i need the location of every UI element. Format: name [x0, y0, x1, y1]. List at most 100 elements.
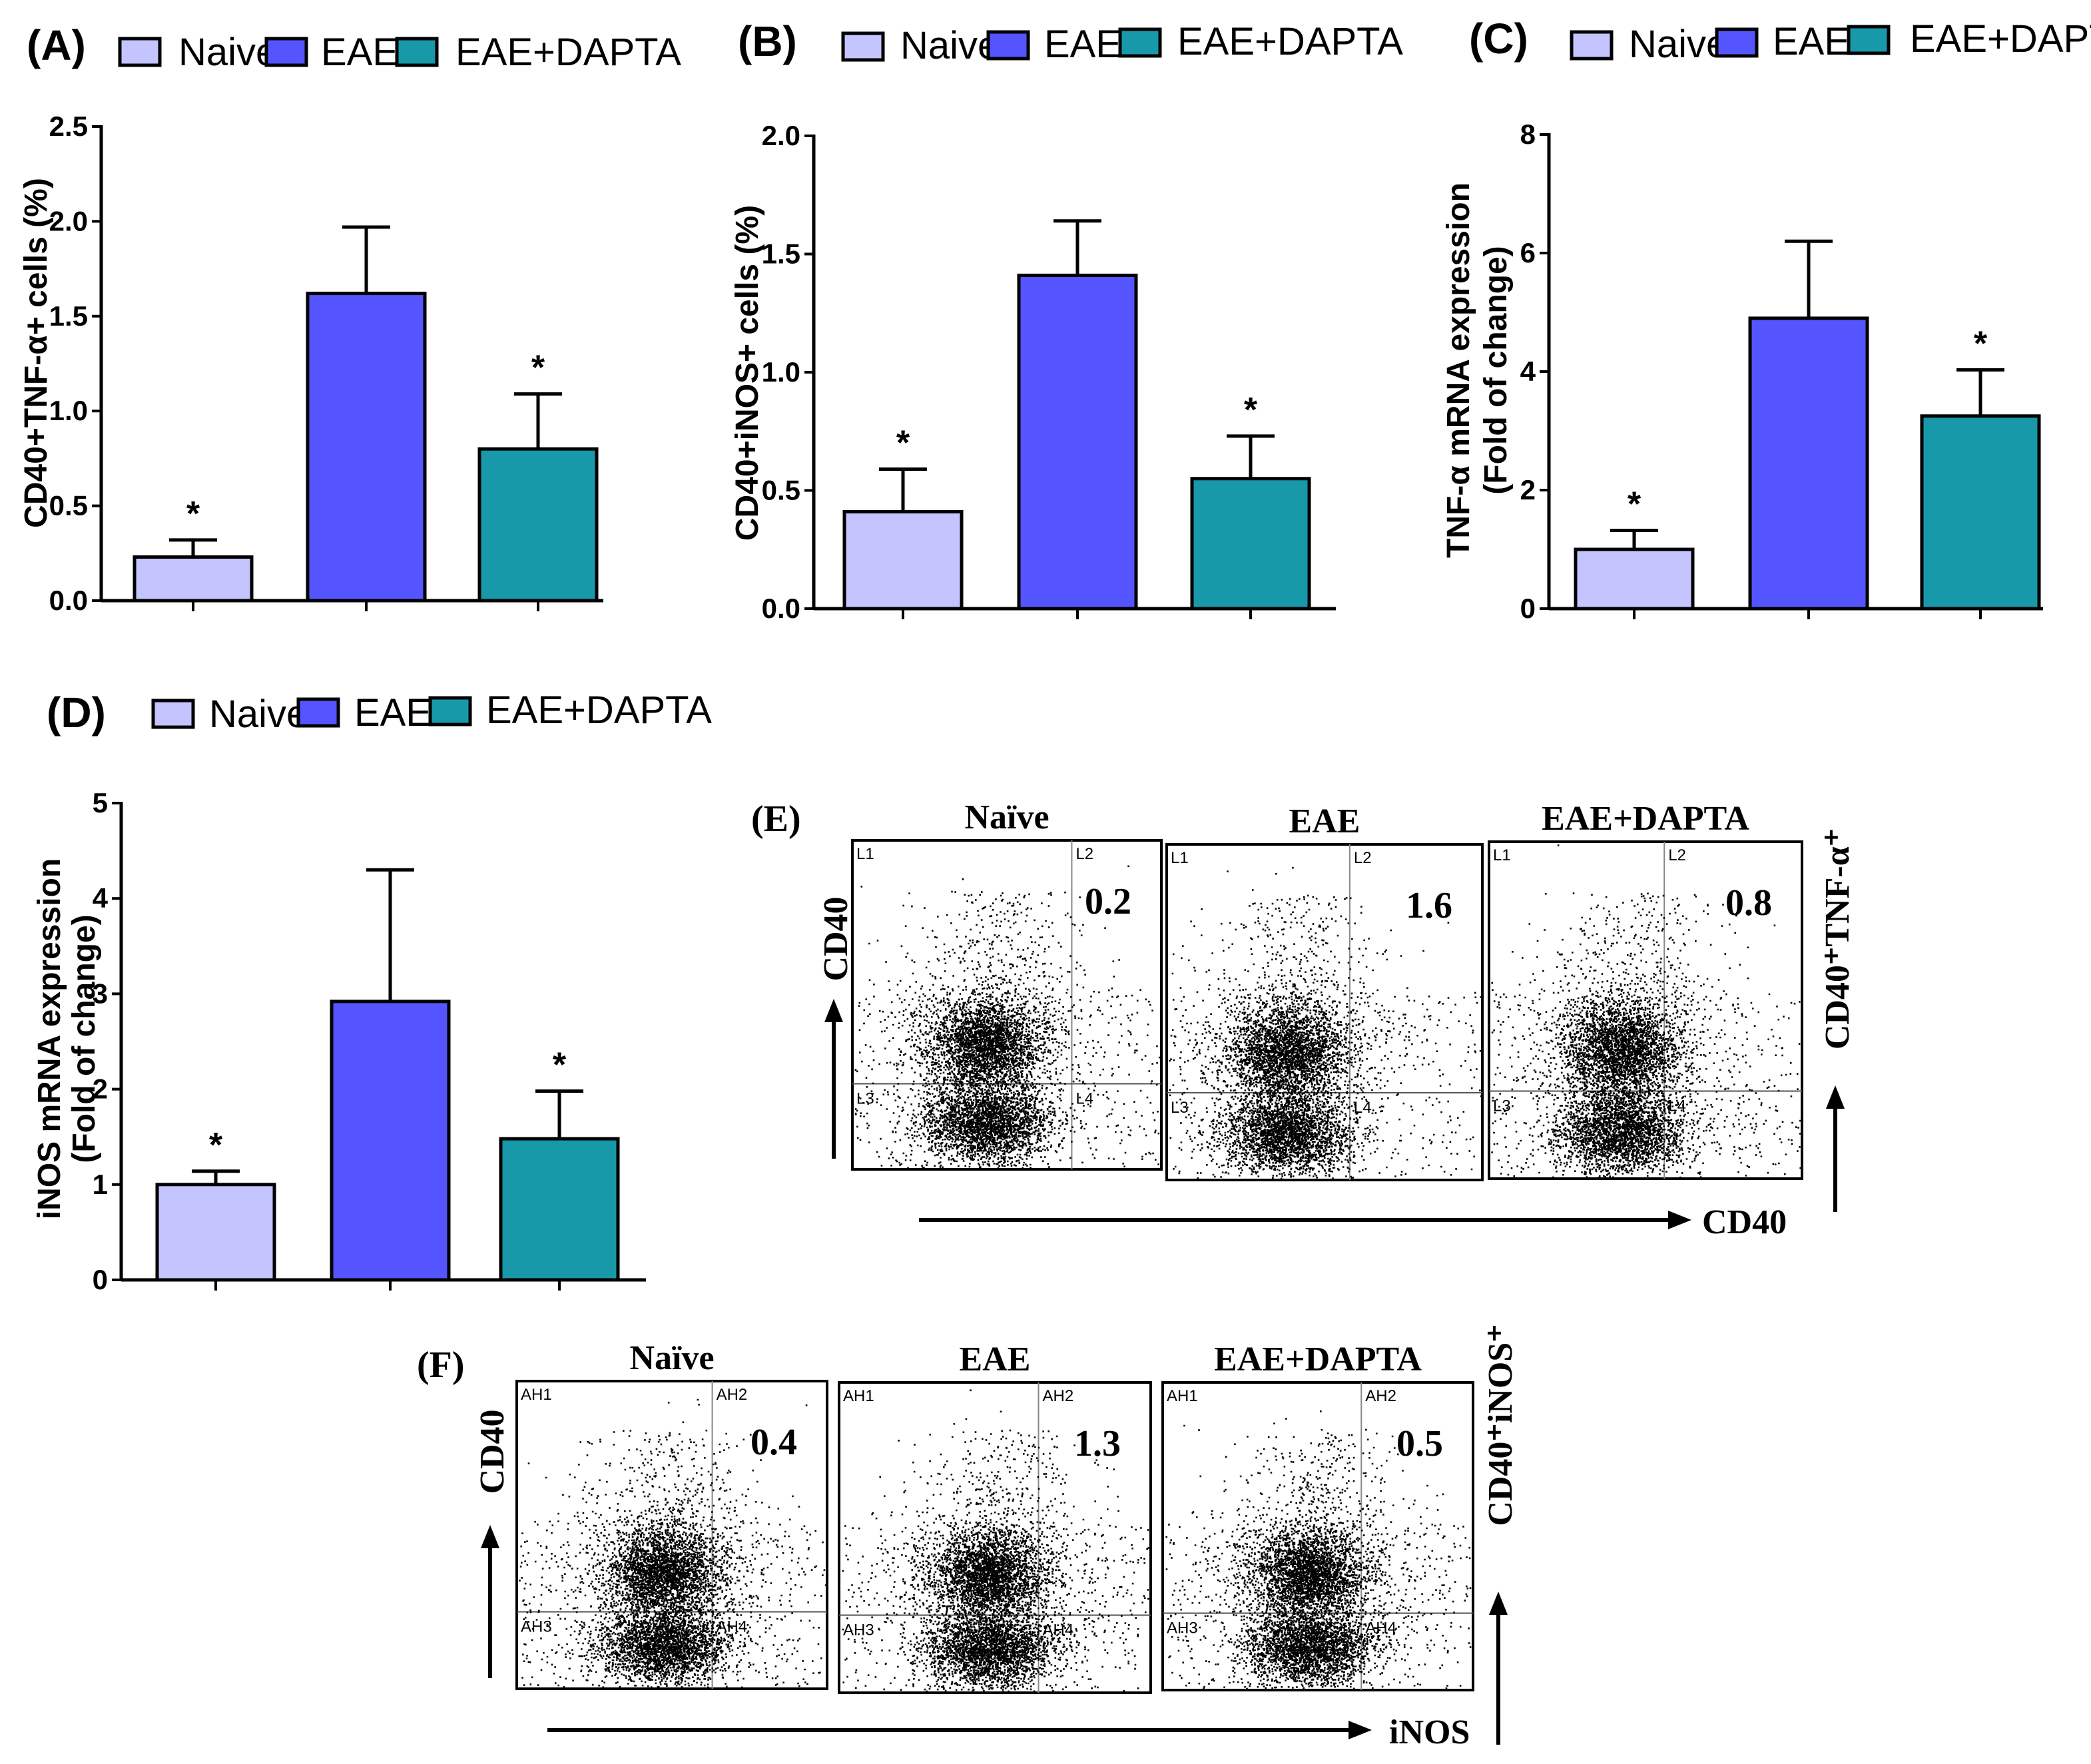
panel-c-bar-chart: (C) Naive EAE EAE+DAPTA TNF-α mRNA expre…	[1441, 15, 2091, 624]
panel-d-ylabel-line2: (Fold of change)	[67, 914, 102, 1163]
y-tick-label: 4	[93, 882, 109, 914]
quadrant-label: AH4	[717, 1618, 748, 1636]
bar-eae	[1017, 273, 1138, 611]
significance-star: *	[896, 424, 910, 463]
bar-eae-dapta	[499, 1137, 620, 1282]
scatter-title: EAE+DAPTA	[1214, 1340, 1422, 1378]
scatter-events	[1165, 1410, 1472, 1690]
panel-a-ylabel: CD40+TNF-α+ cells (%)	[19, 178, 54, 528]
y-tick-label: 2.5	[49, 111, 88, 142]
significance-star: *	[1628, 485, 1642, 524]
quadrant-percentage: 0.5	[1396, 1423, 1443, 1464]
y-tick-label: 2.0	[49, 205, 88, 236]
y-tick-label: 0	[1520, 593, 1536, 624]
quadrant-label: L4	[1075, 1090, 1093, 1108]
panel-c-plot: 0 2 4 6 8 * *	[1520, 119, 2043, 624]
quadrant-label: AH2	[1365, 1387, 1396, 1405]
legend-swatch-naive	[1570, 30, 1614, 61]
legend-swatch-eae-dapta	[428, 696, 472, 727]
legend-swatch-naive	[118, 37, 162, 67]
panel-f-right-arrow-head	[1489, 1592, 1508, 1615]
y-tick-label: 0.5	[762, 475, 800, 506]
significance-star: *	[1974, 324, 1988, 363]
legend-swatch-eae	[296, 697, 340, 728]
panel-d-label: (D)	[47, 689, 106, 736]
quadrant-label: L2	[1668, 846, 1686, 864]
y-tick-label: 5	[93, 787, 108, 818]
quadrant-label: AH1	[843, 1387, 874, 1405]
bar-eae	[1748, 316, 1869, 611]
quadrant-label: L3	[856, 1090, 874, 1108]
legend-eae-label: EAE	[1044, 23, 1121, 66]
scatter-plot-eae: EAEAH1AH2AH3AH41.3	[838, 1340, 1152, 1694]
legend-eae-label: EAE	[1773, 20, 1850, 63]
legend-swatch-eae-dapta	[395, 37, 439, 67]
bar-naive	[1574, 547, 1695, 611]
panel-d-ylabel: iNOS mRNA expression	[32, 858, 67, 1219]
panel-e-scatter-plots: Naïve L1 L2 L3 L4 0.2 EAE L1 L2 L3 L4 1.6 EAE+DAPTA L…	[851, 798, 1803, 1181]
scatter-title: EAE+DAPTA	[1542, 800, 1749, 838]
legend-swatch-eae	[264, 37, 308, 67]
y-tick-label: 4	[1520, 356, 1536, 387]
quadrant-label: L1	[1493, 846, 1511, 864]
scatter-title: EAE	[960, 1340, 1031, 1378]
panel-b-ylabel: CD40+iNOS+ cells (%)	[730, 205, 765, 541]
panel-b-legend: Naive EAE EAE+DAPTA	[841, 20, 1403, 67]
panel-e-label: (E)	[751, 798, 801, 840]
legend-eae-dapta-label: EAE+DAPTA	[1177, 20, 1403, 63]
y-tick-label: 1.0	[762, 356, 800, 388]
panel-f-scatter-plots: Naïve AH1 AH2 AH3 AH4 0.4 EAE AH1 AH2 AH3 AH4 1.3 EA…	[515, 1339, 1474, 1694]
scatter-events	[854, 865, 1161, 1169]
panel-f-x-arrow-head	[1348, 1721, 1372, 1739]
y-tick-label: 0.0	[49, 585, 88, 616]
quadrant-label: AH3	[843, 1621, 874, 1639]
panel-e-y-axis-label: CD40	[817, 896, 855, 981]
panel-f-right-label: CD40⁺iNOS⁺	[1482, 1324, 1520, 1526]
bar-eae	[306, 292, 427, 603]
y-tick-label: 2	[93, 1073, 108, 1105]
significance-star: *	[1244, 391, 1258, 430]
scatter-events	[1169, 866, 1482, 1180]
legend-naive-label: Naive	[209, 693, 308, 736]
panel-a-legend: Naive EAE EAE+DAPTA	[118, 31, 681, 74]
legend-swatch-eae	[986, 30, 1030, 61]
scatter-events	[1491, 844, 1801, 1179]
quadrant-label: AH1	[521, 1386, 552, 1404]
bar-eae-dapta	[1920, 414, 2041, 611]
y-tick-label: 6	[1520, 237, 1536, 268]
bar-naive	[842, 509, 964, 611]
bar-naive	[133, 555, 254, 603]
y-tick-label: 0.0	[762, 593, 800, 624]
quadrant-label: L2	[1075, 845, 1093, 863]
panel-c-label: (C)	[1469, 15, 1528, 63]
panel-a-plot: 0.0 0.5 1.0 1.5 2.0 2.5 * *	[49, 111, 603, 616]
scatter-title: Naïve	[629, 1339, 714, 1377]
y-tick-label: 1.5	[49, 300, 88, 332]
quadrant-label: AH2	[717, 1386, 748, 1404]
scatter-title: EAE	[1289, 802, 1360, 840]
scatter-plot-naive: Naïve AH1 AH2 AH3 AH4 0.4	[515, 1339, 828, 1690]
flow-panel-e: (E) Naïve L1 L2 L3 L4 0.2 EAE L1 L2 L3 L4 1.6 EAE+DA…	[751, 798, 1857, 1241]
panel-e-x-arrow-head	[1668, 1211, 1691, 1229]
panel-c-ylabel-line2: (Fold of change)	[1478, 246, 1514, 494]
panel-e-right-arrow-head	[1826, 1085, 1845, 1109]
panel-e-x-axis-label: CD40	[1702, 1203, 1787, 1241]
y-tick-label: 1.0	[49, 395, 88, 426]
legend-swatch-eae	[1715, 27, 1759, 58]
quadrant-label: AH1	[1167, 1387, 1198, 1405]
y-tick-label: 0.5	[49, 490, 88, 521]
y-tick-label: 3	[93, 978, 108, 1009]
legend-swatch-naive	[841, 31, 885, 62]
quadrant-percentage: 1.6	[1406, 885, 1452, 926]
legend-eae-dapta-label: EAE+DAPTA	[455, 31, 681, 74]
panel-d-legend: Naive EAE EAE+DAPTA	[151, 689, 712, 736]
panel-f-label: (F)	[417, 1344, 465, 1386]
panel-c-ylabel: TNF-α mRNA expression	[1441, 182, 1476, 558]
quadrant-label: L1	[1171, 849, 1189, 867]
quadrant-percentage: 0.2	[1085, 881, 1131, 922]
legend-eae-dapta-label: EAE+DAPTA	[1910, 17, 2091, 61]
scatter-events	[842, 1389, 1149, 1693]
quadrant-label: L3	[1493, 1097, 1511, 1115]
panel-e-y-arrow-head	[824, 999, 843, 1022]
